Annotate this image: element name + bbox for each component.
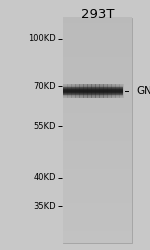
Bar xyxy=(63,192,132,198)
Bar xyxy=(63,130,132,136)
Bar xyxy=(63,93,123,94)
Bar xyxy=(107,84,112,98)
Text: GNL3: GNL3 xyxy=(136,86,150,96)
Bar xyxy=(63,107,132,113)
Bar xyxy=(63,95,123,96)
Bar xyxy=(79,84,84,98)
Bar xyxy=(63,84,123,85)
Bar xyxy=(63,97,123,98)
Bar xyxy=(63,146,132,152)
Text: 100KD: 100KD xyxy=(28,34,56,43)
Bar xyxy=(63,90,132,96)
Bar xyxy=(63,84,132,90)
Bar xyxy=(63,51,132,57)
Bar xyxy=(95,84,100,98)
Bar xyxy=(63,92,123,93)
Bar xyxy=(91,84,96,98)
Bar xyxy=(115,84,120,98)
Bar xyxy=(63,118,132,124)
Bar xyxy=(63,197,132,203)
Bar xyxy=(63,79,132,85)
Bar xyxy=(63,91,123,92)
Bar xyxy=(63,180,132,186)
Bar xyxy=(63,169,132,175)
Bar xyxy=(63,56,132,62)
Bar xyxy=(63,62,132,68)
Bar xyxy=(63,92,123,94)
Bar xyxy=(119,84,124,98)
Bar xyxy=(99,84,104,98)
Bar xyxy=(63,94,123,96)
Bar xyxy=(63,214,132,220)
Bar xyxy=(63,88,123,89)
Bar xyxy=(63,231,132,237)
Bar xyxy=(63,89,123,90)
Bar xyxy=(63,45,132,51)
Bar xyxy=(63,101,132,107)
Bar xyxy=(63,88,123,90)
Bar xyxy=(63,90,123,91)
Bar xyxy=(63,28,132,34)
Bar xyxy=(63,208,132,214)
Bar xyxy=(63,202,132,209)
Bar xyxy=(63,84,123,85)
Bar xyxy=(87,84,92,98)
Bar xyxy=(71,84,76,98)
Bar xyxy=(63,84,68,98)
Bar xyxy=(63,85,123,86)
Bar xyxy=(63,225,132,231)
Bar xyxy=(63,96,123,97)
Bar xyxy=(67,84,72,98)
Text: 35KD: 35KD xyxy=(34,202,56,211)
Bar xyxy=(63,92,123,93)
Bar xyxy=(63,141,132,147)
Text: 70KD: 70KD xyxy=(34,82,56,91)
Bar xyxy=(111,84,116,98)
Bar xyxy=(63,94,123,95)
Bar xyxy=(75,84,80,98)
Bar xyxy=(63,34,132,40)
Bar xyxy=(83,84,88,98)
Bar xyxy=(63,124,132,130)
Text: 40KD: 40KD xyxy=(34,173,56,182)
Bar xyxy=(63,18,132,242)
Bar xyxy=(63,174,132,180)
Bar xyxy=(63,89,123,90)
Bar xyxy=(63,73,132,80)
Bar xyxy=(63,87,123,88)
Bar xyxy=(63,112,132,119)
Bar xyxy=(63,17,132,23)
Bar xyxy=(63,85,123,86)
Bar xyxy=(63,186,132,192)
Bar xyxy=(63,96,132,102)
Bar xyxy=(63,163,132,170)
Bar xyxy=(63,91,123,92)
Text: 55KD: 55KD xyxy=(34,122,56,131)
Bar xyxy=(63,68,132,74)
Text: 293T: 293T xyxy=(81,8,114,20)
Bar xyxy=(63,152,132,158)
Bar xyxy=(63,236,132,242)
Bar xyxy=(63,220,132,226)
Bar xyxy=(103,84,108,98)
Bar xyxy=(63,40,132,46)
Bar xyxy=(63,97,123,98)
Bar xyxy=(63,86,123,87)
Bar xyxy=(63,135,132,141)
Bar xyxy=(63,158,132,164)
Bar xyxy=(63,86,123,88)
Bar xyxy=(63,96,123,97)
Bar xyxy=(63,23,132,29)
Bar xyxy=(63,90,123,91)
